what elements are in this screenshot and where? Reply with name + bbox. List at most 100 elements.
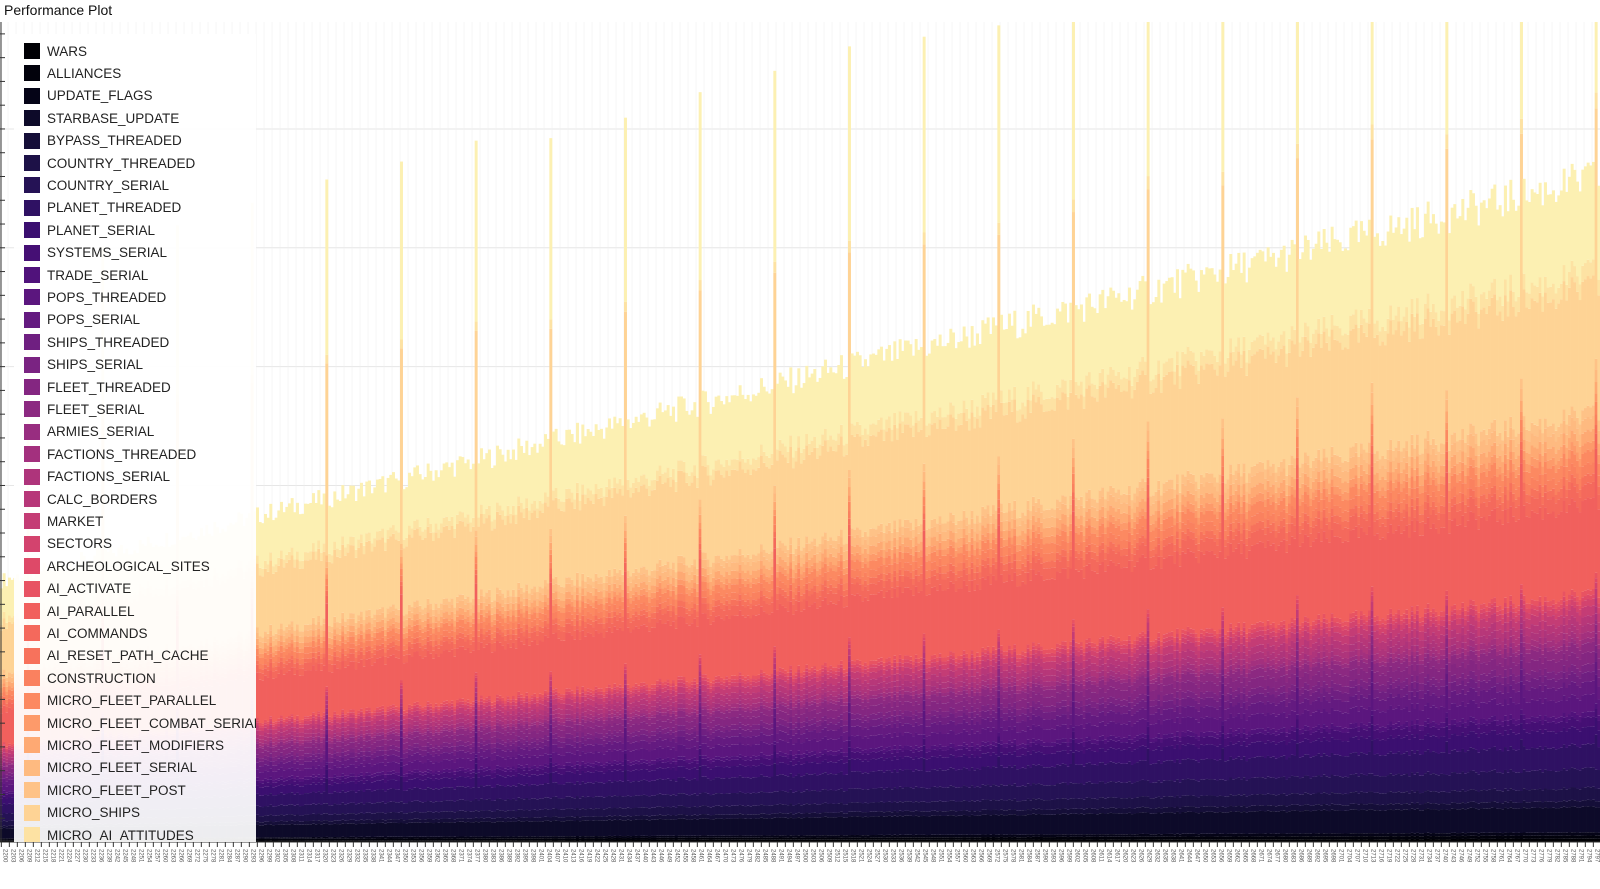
bar-segment [338,669,342,716]
bar-segment [10,699,14,704]
bar-segment [333,716,337,720]
bar-segment [277,794,281,806]
bar-segment [304,768,307,777]
bar-segment [304,670,307,717]
bar-segment [2,696,6,700]
bar-segment [290,751,294,756]
bar-segment [269,552,273,561]
bar-segment [274,721,278,724]
bar-segment [8,760,11,763]
bar-segment [277,838,281,841]
bar-segment [309,636,313,643]
bar-segment [341,790,345,803]
bar-segment [269,662,273,671]
bar-segment [277,785,281,795]
bar-segment [312,733,315,738]
bar-segment [272,722,275,725]
bar-segment [264,732,267,737]
bar-segment [256,793,259,806]
bar-segment [317,628,321,635]
bar-segment [330,793,334,806]
bar-segment [296,820,299,825]
bar-segment [8,825,11,829]
bar-segment [325,603,329,687]
bar-segment [317,803,321,814]
bar-segment [266,741,270,745]
bar-segment [264,824,267,838]
bar-segment [280,652,283,658]
bar-segment [314,761,318,769]
bar-segment [256,664,259,673]
bar-segment [264,794,267,807]
bar-segment [256,632,259,639]
bar-segment [285,632,289,639]
bar-segment [261,653,265,659]
bar-segment [269,646,273,654]
bar-segment [269,630,273,637]
bar-segment [269,670,273,717]
bar-segment [272,678,275,723]
bar-segment [258,780,262,783]
bar-segment [282,794,286,806]
bar-segment [338,792,342,805]
bar-segment [309,715,313,719]
bar-segment [306,804,310,815]
bar-segment [317,719,321,725]
bar-segment [5,681,9,687]
bar-segment [10,797,14,805]
bar-segment [309,624,313,630]
bar-segment [269,837,273,839]
bar-segment [277,815,281,822]
bar-segment [330,762,334,770]
bar-segment [333,738,337,744]
bar-segment [328,793,331,806]
bar-segment [296,723,299,729]
bar-segment [322,737,326,740]
bar-segment [296,636,299,642]
bar-segment [328,631,331,638]
bar-segment [314,636,318,643]
bar-segment [336,778,339,784]
bar-segment [309,776,313,780]
bar-segment [312,725,315,730]
bar-segment [336,824,339,838]
bar-segment [309,642,313,647]
bar-segment [277,565,281,630]
bar-segment [272,671,275,679]
bar-segment [298,778,302,782]
bar-segment [333,711,337,715]
bar-segment [288,733,291,738]
bar-segment [341,781,345,791]
bar-segment [285,754,289,758]
bar-segment [277,666,281,674]
bar-segment [328,724,331,730]
bar-segment [322,750,326,755]
bar-segment [264,740,267,744]
bar-segment [5,762,9,766]
bar-segment [312,729,315,734]
bar-segment [314,646,318,653]
bar-segment [338,814,342,821]
bar-segment [288,821,291,825]
bar-segment [301,764,305,771]
bar-segment [5,777,9,782]
bar-segment [341,813,345,820]
bar-segment [338,732,342,737]
bar-segment [285,644,289,649]
bar-segment [333,629,337,636]
bar-segment [10,825,14,829]
bar-segment [320,729,323,734]
bar-segment [288,662,291,671]
bar-segment [288,742,291,748]
bar-segment [280,641,283,646]
bar-segment [296,502,299,552]
bar-segment [280,715,283,719]
bar-segment [338,651,342,658]
bar-segment [261,658,265,665]
bar-segment [304,718,307,721]
bar-segment [5,703,9,707]
bar-segment [256,769,259,778]
bar-segment [298,750,302,756]
bar-segment [296,792,299,805]
bar-segment [312,774,315,778]
